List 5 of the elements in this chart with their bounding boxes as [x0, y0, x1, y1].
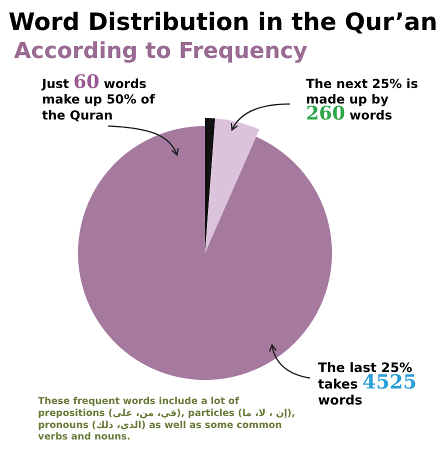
chart-title: Word Distribution in the Qur’an: [8, 8, 438, 36]
annotation: The next 25% is made up by 260 words: [306, 76, 418, 124]
annotation: Just 60 words make up 50% of the Quran: [42, 71, 155, 122]
chart-subtitle: According to Frequency: [14, 39, 308, 64]
annotation: The last 25% takes 4525 words: [318, 361, 417, 408]
